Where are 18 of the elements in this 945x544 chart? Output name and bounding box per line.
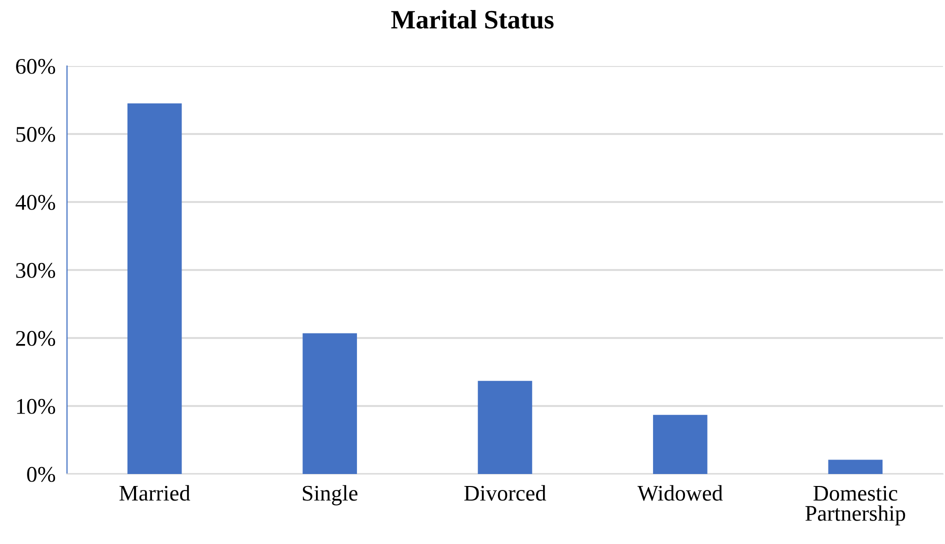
x-tick-label: Married	[119, 485, 190, 501]
x-tick-label: Domestic Partnership	[805, 486, 906, 526]
x-tick-label: Divorced	[464, 485, 546, 501]
y-tick-label: 20%	[16, 330, 56, 346]
y-tick-label: 50%	[16, 126, 56, 142]
bar	[478, 380, 532, 474]
y-tick-label: 0%	[27, 466, 56, 482]
bar	[828, 460, 883, 474]
y-tick-label: 60%	[16, 58, 56, 74]
bar	[127, 103, 182, 474]
x-tick-label: Single	[302, 485, 358, 506]
y-tick-label: 40%	[16, 194, 56, 210]
chart-title: Marital Status	[391, 10, 554, 29]
bar	[302, 333, 357, 474]
y-tick-label: 10%	[17, 398, 56, 414]
x-tick-label: Widowed	[637, 485, 723, 501]
bar	[653, 414, 708, 474]
y-tick-label: 30%	[16, 262, 56, 278]
